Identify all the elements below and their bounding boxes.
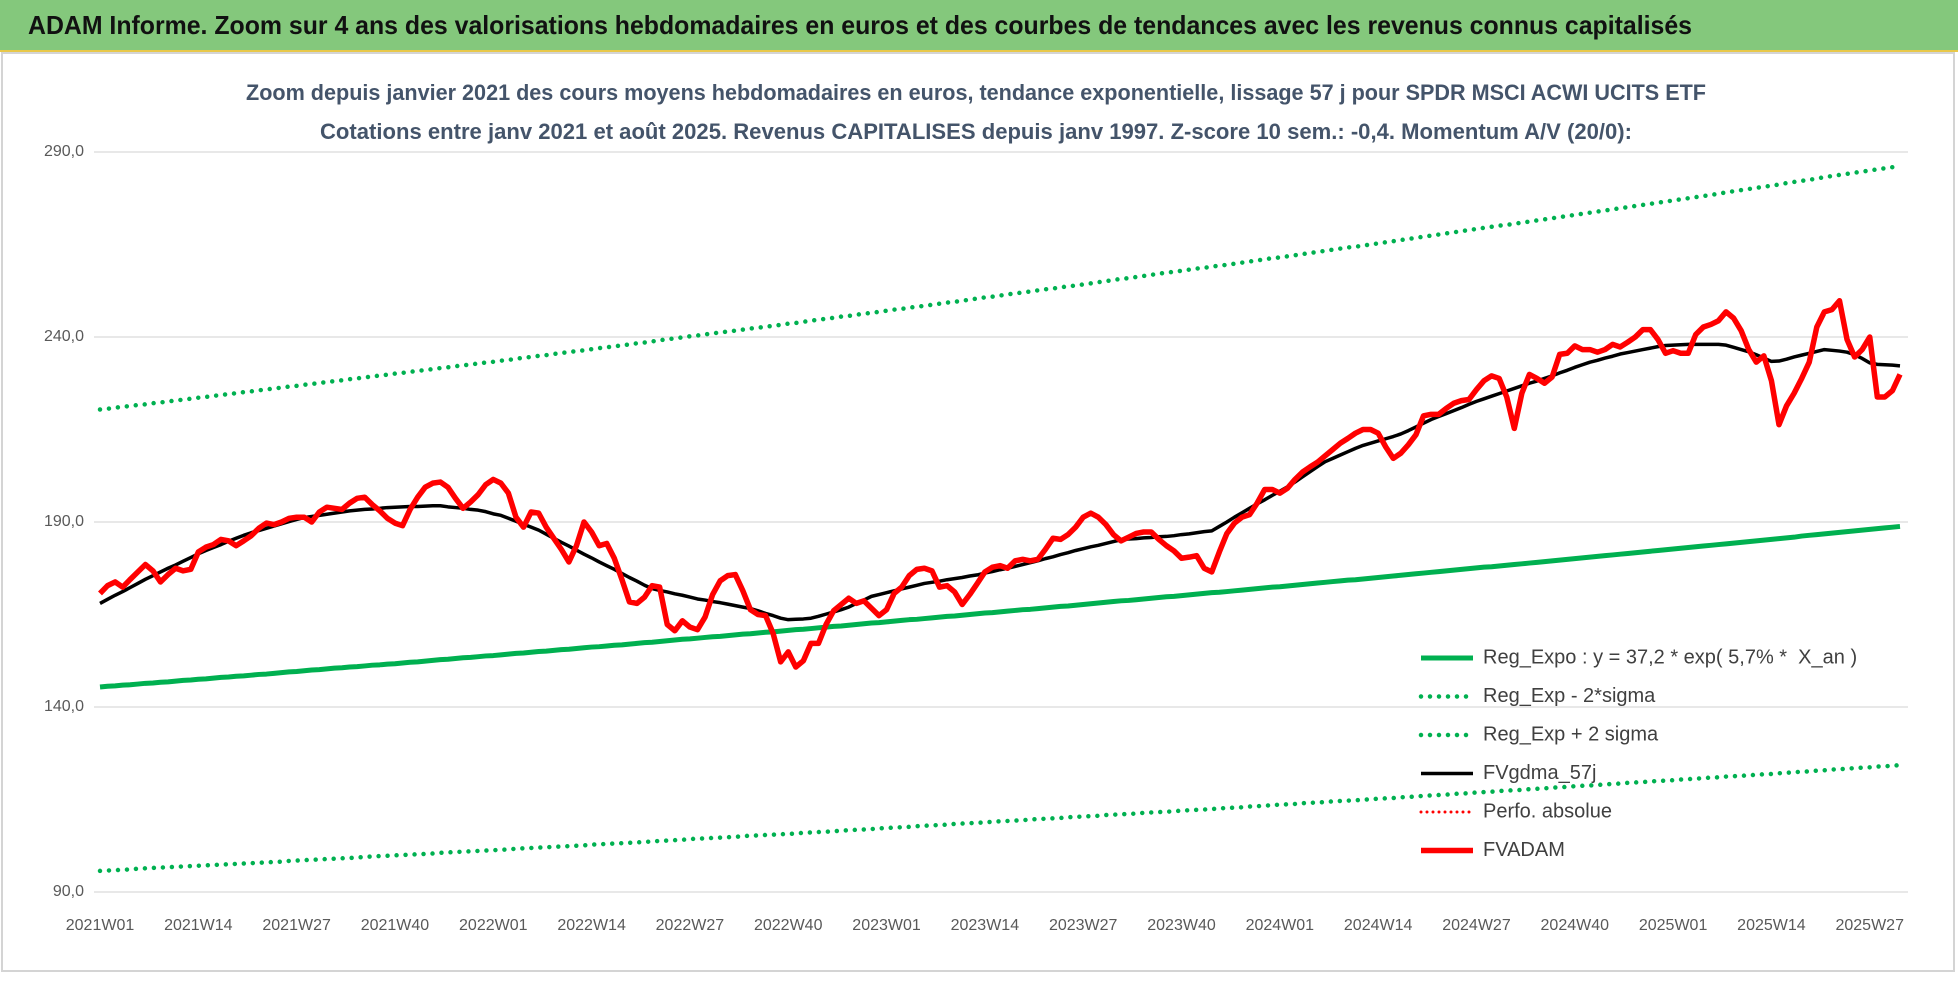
legend-label: FVADAM — [1483, 839, 1565, 861]
y-tick-label: 190,0 — [44, 513, 84, 530]
series-line — [97, 762, 1903, 874]
chart-title: Zoom depuis janvier 2021 des cours moyen… — [246, 80, 1706, 105]
x-tick-label: 2022W14 — [557, 917, 626, 934]
legend-label: Reg_Exp + 2 sigma — [1483, 723, 1659, 745]
x-tick-label: 2022W01 — [459, 917, 528, 934]
x-tick-label: 2025W01 — [1639, 917, 1708, 934]
x-tick-label: 2023W14 — [951, 917, 1020, 934]
legend-label: Perfo. absolue — [1483, 800, 1612, 822]
header-title: ADAM Informe. Zoom sur 4 ans des valoris… — [28, 10, 1692, 40]
y-tick-label: 290,0 — [44, 143, 84, 160]
legend-label: Reg_Exp - 2*sigma — [1483, 685, 1656, 707]
legend-label: FVgdma_57j — [1483, 762, 1596, 784]
x-tick-label: 2023W27 — [1049, 917, 1118, 934]
x-tick-label: 2024W40 — [1541, 917, 1610, 934]
series-line — [99, 342, 1901, 622]
y-tick-label: 140,0 — [44, 698, 84, 715]
x-tick-label: 2025W14 — [1737, 917, 1806, 934]
x-tick-label: 2024W27 — [1442, 917, 1511, 934]
legend-label: Reg_Expo : y = 37,2 * exp( 5,7% * X_an ) — [1483, 646, 1857, 668]
series-line — [97, 163, 1903, 412]
chart-frame — [1, 52, 1955, 972]
x-tick-label: 2023W40 — [1147, 917, 1216, 934]
x-tick-label: 2021W01 — [66, 917, 135, 934]
x-tick-label: 2022W27 — [656, 917, 725, 934]
x-tick-label: 2025W27 — [1835, 917, 1904, 934]
x-tick-label: 2023W01 — [852, 917, 921, 934]
header-rule — [0, 50, 1958, 52]
x-tick-label: 2021W27 — [262, 917, 331, 934]
x-tick-label: 2021W40 — [361, 917, 430, 934]
y-tick-label: 90,0 — [53, 883, 84, 900]
series-line — [98, 297, 1903, 670]
series-line — [99, 523, 1901, 690]
x-tick-label: 2024W14 — [1344, 917, 1413, 934]
chart-subtitle: Cotations entre janv 2021 et août 2025. … — [320, 119, 1632, 144]
x-tick-label: 2024W01 — [1246, 917, 1315, 934]
x-tick-label: 2022W40 — [754, 917, 823, 934]
header-bar — [0, 0, 1958, 50]
y-tick-label: 240,0 — [44, 328, 84, 345]
x-tick-label: 2021W14 — [164, 917, 233, 934]
